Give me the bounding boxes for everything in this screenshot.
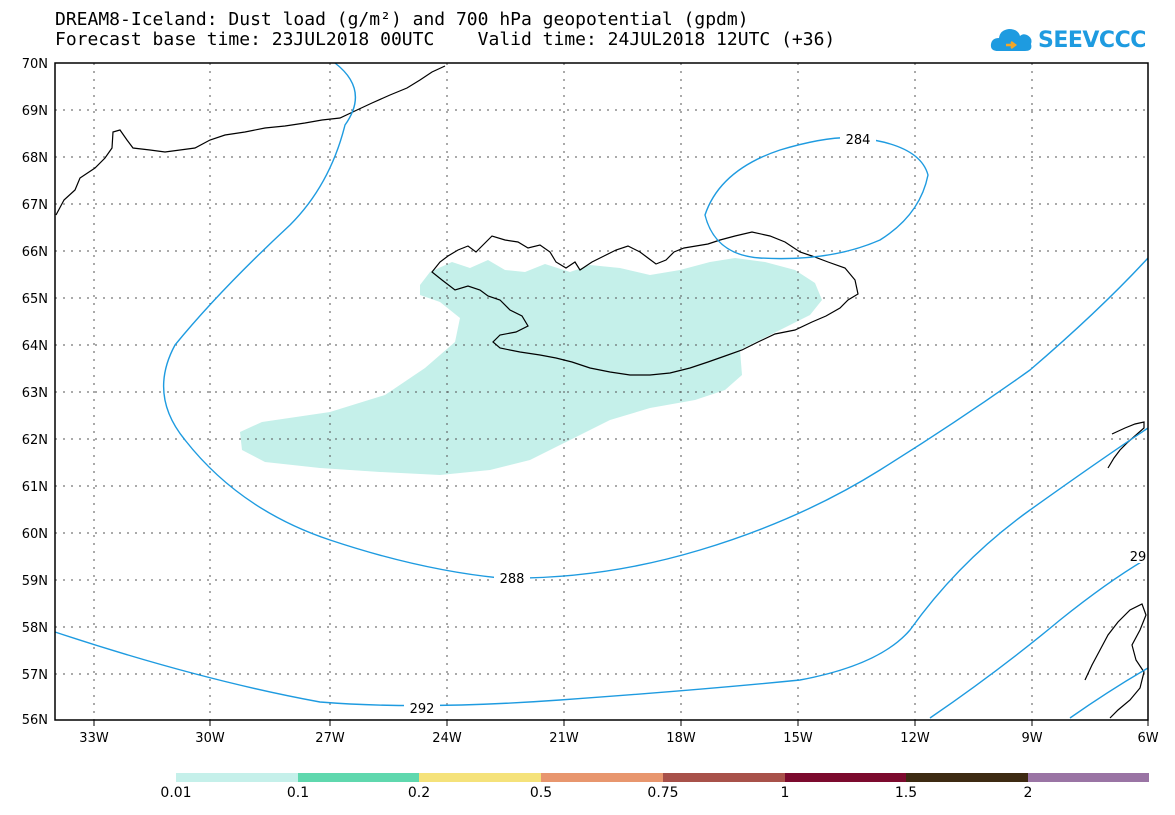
color-bar-seg-2 [298,773,419,782]
lon-label: 24W [432,731,462,746]
lat-label: 68N [22,151,48,166]
lon-label: 27W [315,731,345,746]
contour-labels: 284 288 292 29 [404,129,1148,717]
color-bar-seg-5 [663,773,785,782]
color-bar-seg-3 [419,773,541,782]
color-bar-label: 0.75 [647,785,679,801]
color-bar-label: 0.01 [160,785,192,801]
lon-label: 33W [79,731,109,746]
lat-label: 67N [22,198,48,213]
geopotential-contours [54,62,1149,719]
lon-label: 12W [900,731,930,746]
coastlines [55,65,1147,719]
cloud-icon [990,29,1032,51]
logo-text: SEEVCCC [1038,27,1146,53]
contour-label-292: 292 [410,702,435,717]
faroe-shetland-coast [1107,421,1145,469]
lon-label: 9W [1021,731,1042,746]
color-bar-label: 0.2 [407,785,431,801]
iceland-coast [431,231,859,376]
scotland-coast [1084,603,1147,719]
lon-label: 21W [549,731,579,746]
lat-label: 56N [22,713,48,728]
seevccc-logo: SEEVCCC [990,22,1146,58]
lat-label: 58N [22,621,48,636]
color-bar-seg-7 [906,773,1028,782]
color-bar-seg-4 [541,773,663,782]
map-title-line1: DREAM8-Iceland: Dust load (g/m²) and 700… [55,9,749,30]
lat-label: 66N [22,245,48,260]
lon-label: 15W [783,731,813,746]
contour-label-284: 284 [846,133,871,148]
map-frame [54,62,1149,721]
graticule [55,63,1148,720]
color-bar-label: 1 [780,785,790,801]
contour-29x-b [1069,667,1149,719]
color-bar-label: 1.5 [894,785,918,801]
contour-284 [704,136,929,260]
color-bar-label: 0.1 [286,785,310,801]
contour-label-29x: 29 [1130,550,1147,565]
lat-label: 70N [22,57,48,72]
lat-label: 69N [22,104,48,119]
map-title-line2: Forecast base time: 23JUL2018 00UTC Vali… [55,29,836,50]
contour-label-288: 288 [500,572,525,587]
dust-region [240,258,822,475]
lon-label: 6W [1137,731,1158,746]
lat-label: 65N [22,292,48,307]
color-bar-seg-6 [785,773,906,782]
contour-292 [54,427,1149,707]
color-bar-label: 0.5 [529,785,553,801]
lat-label: 60N [22,527,48,542]
longitude-labels: 33W 30W 27W 24W 21W 18W 15W 12W 9W 6W [79,731,1158,746]
axis-ticks [93,720,1149,726]
lat-label: 57N [22,668,48,683]
contour-29x [929,557,1149,719]
color-bar-seg-8 [1028,773,1149,782]
lat-label: 59N [22,574,48,589]
color-bar-label: 2 [1023,785,1033,801]
lat-label: 64N [22,339,48,354]
lat-label: 63N [22,386,48,401]
lon-label: 18W [666,731,696,746]
lon-label: 30W [195,731,225,746]
lat-label: 62N [22,433,48,448]
greenland-coast [55,65,446,216]
latitude-labels: 70N 69N 68N 67N 66N 65N 64N 63N 62N 61N … [22,57,48,728]
lat-label: 61N [22,480,48,495]
color-bar-seg-1 [176,773,298,782]
contour-288 [162,62,1149,579]
